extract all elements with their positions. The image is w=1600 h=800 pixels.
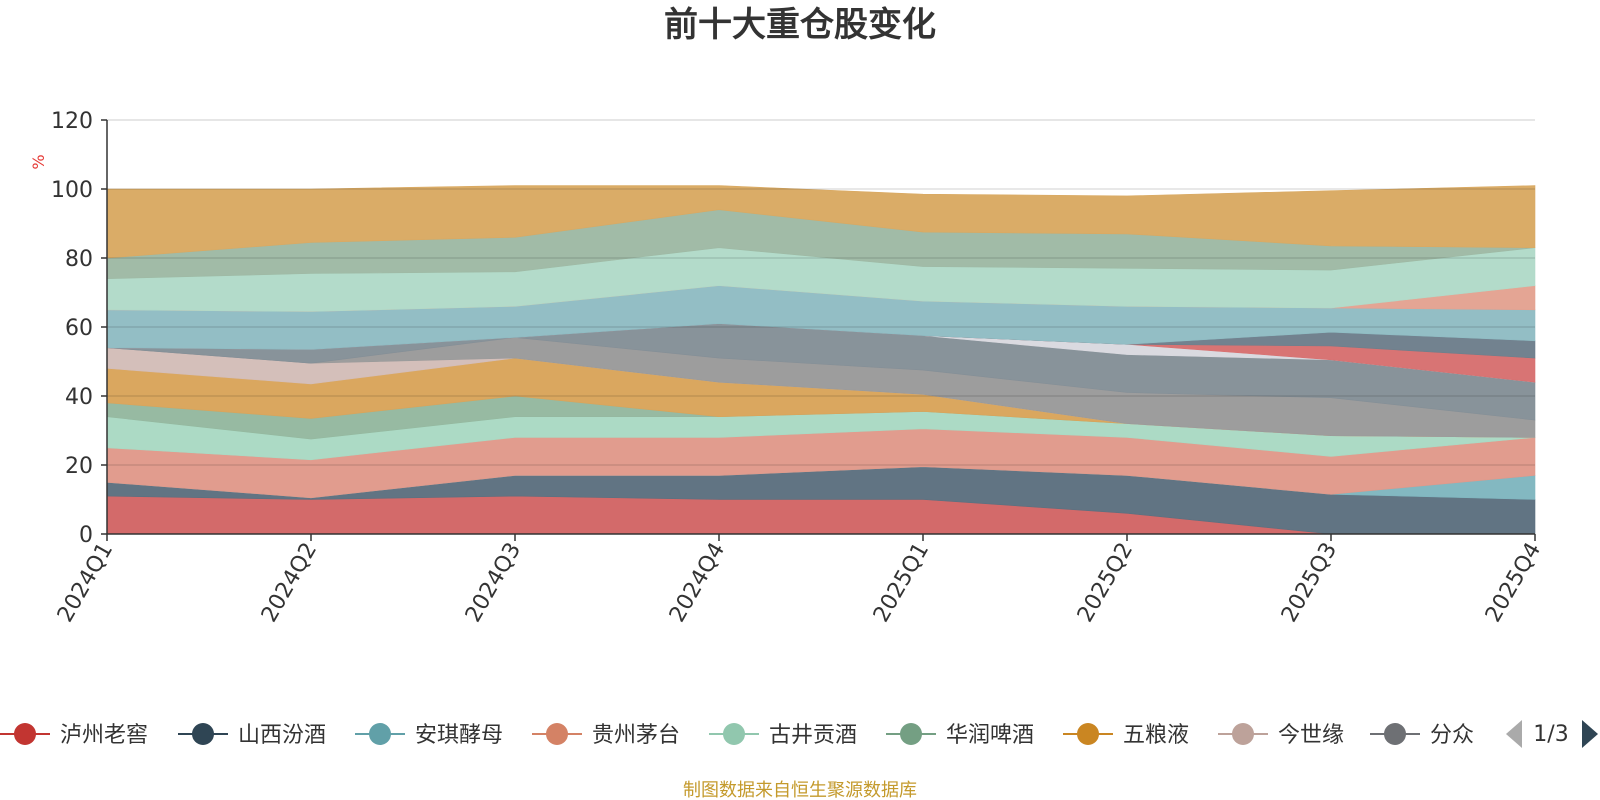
legend-marker-1 <box>192 723 214 745</box>
x-tick-label-5: 2025Q2 <box>1073 539 1138 627</box>
legend-item-7[interactable]: 今世缘 <box>1218 723 1344 748</box>
chart-title: 前十大重仓股变化 <box>664 5 936 45</box>
legend-item-1[interactable]: 山西汾酒 <box>178 723 326 748</box>
legend-item-3[interactable]: 贵州茅台 <box>532 723 680 748</box>
prev-page-icon[interactable] <box>1506 720 1522 748</box>
legend-label-2: 安琪酵母 <box>415 723 503 748</box>
y-tick-label-6: 120 <box>51 109 93 134</box>
x-axis: 2024Q1 2024Q2 2024Q3 2024Q4 2025Q1 2025Q2 2025… <box>53 533 1546 627</box>
y-axis-unit: % <box>29 154 48 169</box>
legend-item-0[interactable]: 泸州老窖 <box>0 723 148 748</box>
legend-item-2[interactable]: 安琪酵母 <box>355 723 503 748</box>
legend-item-8[interactable]: 分众 <box>1370 723 1474 748</box>
y-tick-label-5: 100 <box>51 178 93 203</box>
data-source-note: 制图数据来自恒生聚源数据库 <box>683 780 917 800</box>
y-tick-label-4: 80 <box>65 247 93 272</box>
gridlines <box>107 119 1535 466</box>
legend-item-5[interactable]: 华润啤酒 <box>886 723 1034 748</box>
y-tick-label-1: 20 <box>65 454 93 479</box>
legend: 泸州老窖 山西汾酒 安琪酵母 贵州茅台 古井贡酒 华润啤酒 五粮液 今世缘 分众 <box>0 723 1474 748</box>
y-tick-label-2: 40 <box>65 385 93 410</box>
legend-pager: 1/3 <box>1506 720 1598 748</box>
legend-label-4: 古井贡酒 <box>769 723 857 748</box>
legend-marker-4 <box>723 723 745 745</box>
legend-label-3: 贵州茅台 <box>592 723 680 748</box>
x-tick-label-7: 2025Q4 <box>1481 539 1546 627</box>
legend-label-1: 山西汾酒 <box>238 723 326 748</box>
legend-marker-8 <box>1384 723 1406 745</box>
legend-item-4[interactable]: 古井贡酒 <box>709 723 857 748</box>
y-axis: 0 20 40 60 80 100 120 <box>51 109 108 548</box>
legend-label-7: 今世缘 <box>1278 723 1344 748</box>
legend-marker-6 <box>1077 723 1099 745</box>
x-tick-label-6: 2025Q3 <box>1277 539 1342 627</box>
area-series-17 <box>106 185 1536 259</box>
legend-marker-2 <box>369 723 391 745</box>
y-tick-label-0: 0 <box>79 523 93 548</box>
x-tick-label-3: 2024Q4 <box>665 539 730 627</box>
legend-label-6: 五粮液 <box>1123 723 1189 748</box>
legend-marker-5 <box>900 723 922 745</box>
legend-marker-0 <box>14 723 36 745</box>
x-tick-label-2: 2024Q3 <box>461 539 526 627</box>
x-tick-label-1: 2024Q2 <box>257 539 322 627</box>
legend-item-6[interactable]: 五粮液 <box>1063 723 1189 748</box>
stacked-areas <box>106 185 1536 535</box>
legend-marker-7 <box>1232 723 1254 745</box>
y-tick-label-3: 60 <box>65 316 93 341</box>
legend-label-8: 分众 <box>1430 723 1474 748</box>
legend-label-0: 泸州老窖 <box>60 723 148 748</box>
legend-marker-3 <box>546 723 568 745</box>
x-tick-label-4: 2025Q1 <box>869 539 934 627</box>
x-tick-label-0: 2024Q1 <box>53 539 118 627</box>
legend-page-indicator: 1/3 <box>1533 722 1568 747</box>
legend-label-5: 华润啤酒 <box>946 723 1034 748</box>
next-page-icon[interactable] <box>1582 720 1598 748</box>
